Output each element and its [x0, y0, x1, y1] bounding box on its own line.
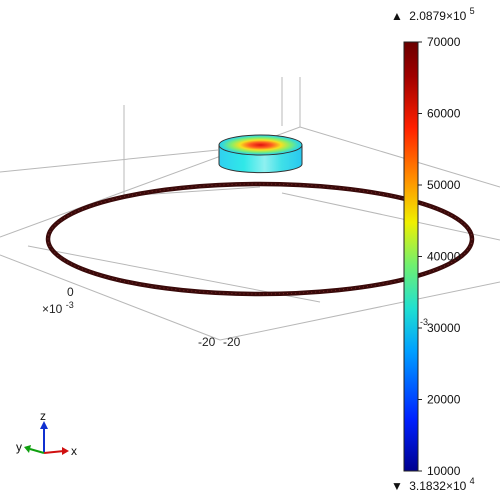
colorbar-max-exp: 5 — [470, 6, 475, 16]
colorbar-max-label: ▲ 2.0879×10 5 — [391, 6, 475, 23]
colorbar-min-base: 3.1832×10 — [409, 479, 466, 493]
colorbar-tick-label: 30000 — [427, 321, 461, 335]
x-arrow-icon — [62, 447, 69, 455]
x-tick-zero: 0 — [67, 285, 74, 299]
coil-ring-highlight — [47, 183, 473, 295]
colorbar-min-marker: ▼ — [391, 479, 403, 493]
colorbar-tick-label: 10000 — [427, 464, 461, 478]
colorbar: ▲ 2.0879×10 5 70000 60000 50000 40000 30000 2… — [391, 6, 475, 493]
x-exponent-label: ×10 -3 — [42, 300, 74, 316]
colorbar-min-exp: 4 — [470, 476, 475, 486]
cylinder-object — [218, 134, 303, 174]
colorbar-max-marker: ▲ — [391, 9, 403, 23]
x-exponent-base: ×10 — [42, 302, 63, 316]
axis-triad: z y x — [16, 409, 77, 458]
right-exponent-power: -3 — [420, 317, 428, 327]
colorbar-tick-label: 50000 — [427, 178, 461, 192]
colorbar-tick-label: 20000 — [427, 393, 461, 407]
axis-grid-lines — [0, 77, 500, 341]
tick-minus20-right: -20 — [223, 335, 241, 349]
colorbar-tick-label: 40000 — [427, 250, 461, 264]
z-arrow-icon — [40, 421, 48, 429]
y-arrow-icon — [24, 445, 31, 453]
triad-y-label: y — [16, 440, 22, 454]
x-exponent-power: -3 — [66, 300, 74, 310]
colorbar-bar — [403, 41, 419, 472]
colorbar-min-label: ▼ 3.1832×10 4 — [391, 476, 475, 493]
tick-minus20-left: -20 — [198, 335, 216, 349]
colorbar-ticks: 70000 60000 50000 40000 30000 20000 10000 — [418, 35, 461, 478]
triad-z-label: z — [40, 409, 46, 423]
colorbar-tick-label: 70000 — [427, 35, 461, 49]
colorbar-max-base: 2.0879×10 — [409, 9, 466, 23]
colorbar-tick-label: 60000 — [427, 107, 461, 121]
triad-x-label: x — [71, 444, 77, 458]
